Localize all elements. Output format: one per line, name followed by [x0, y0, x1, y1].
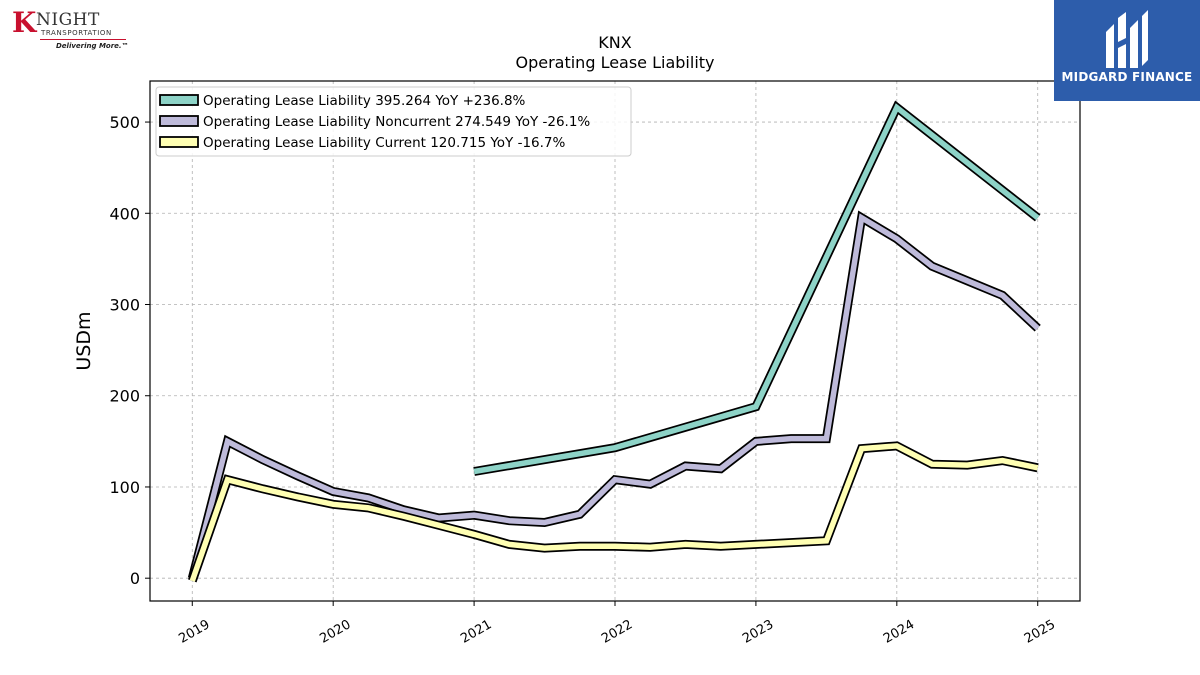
- series-outline-2: [187, 210, 1041, 580]
- x-tick-label: 2022: [599, 617, 635, 647]
- y-axis-label: USDm: [73, 311, 95, 370]
- x-tick-label: 2019: [176, 617, 212, 647]
- midgard-finance-logo: MIDGARD FINANCE: [1054, 0, 1200, 101]
- midgard-name: MIDGARD FINANCE: [1061, 70, 1193, 84]
- knight-logo-letter: K: [12, 6, 37, 39]
- series-lines: [187, 100, 1041, 583]
- y-tick-label: 200: [109, 387, 140, 406]
- y-tick-label: 400: [109, 204, 140, 223]
- knight-logo-rule: [40, 39, 126, 40]
- series-outline-1: [473, 100, 1041, 476]
- legend: Operating Lease Liability 395.264 YoY +2…: [155, 86, 632, 157]
- knight-logo-tagline: Delivering More.™: [56, 42, 129, 50]
- legend-entry-3: Operating Lease Liability Current 120.71…: [203, 135, 566, 151]
- y-tick-label: 300: [109, 296, 140, 315]
- knight-logo-sub: TRANSPORTATION: [41, 29, 112, 37]
- series-line-1: [473, 103, 1040, 475]
- y-tick-label: 100: [109, 478, 140, 497]
- axes: 0 100 200 300 400 500 2019 2020 2021 2022 2023 2024…: [109, 113, 1058, 647]
- chart-title: KNX: [598, 33, 631, 52]
- legend-box: [155, 86, 632, 157]
- y-tick-label: 500: [109, 113, 140, 132]
- legend-swatch-3: [159, 136, 199, 148]
- legend-entry-1: Operating Lease Liability 395.264 YoY +2…: [203, 93, 526, 109]
- midgard-mark-icon: [1106, 10, 1148, 68]
- chart-subtitle: Operating Lease Liability: [515, 53, 714, 72]
- legend-entry-2: Operating Lease Liability Noncurrent 274…: [203, 114, 590, 130]
- series-line-2: [189, 213, 1040, 579]
- knight-transportation-logo: K NIGHT TRANSPORTATION Delivering More.™: [10, 8, 135, 56]
- grid: [150, 81, 1080, 601]
- x-tick-label: 2024: [881, 617, 917, 647]
- series-line-3: [189, 443, 1039, 582]
- legend-swatch-1: [159, 94, 199, 106]
- x-tick-label: 2025: [1022, 617, 1058, 647]
- x-tick-label: 2023: [740, 617, 776, 647]
- y-tick-label: 0: [130, 569, 140, 588]
- x-tick-label: 2020: [317, 617, 353, 647]
- x-tick-label: 2021: [458, 617, 494, 647]
- knight-logo-name: NIGHT: [36, 10, 100, 30]
- legend-swatch-2: [159, 115, 199, 127]
